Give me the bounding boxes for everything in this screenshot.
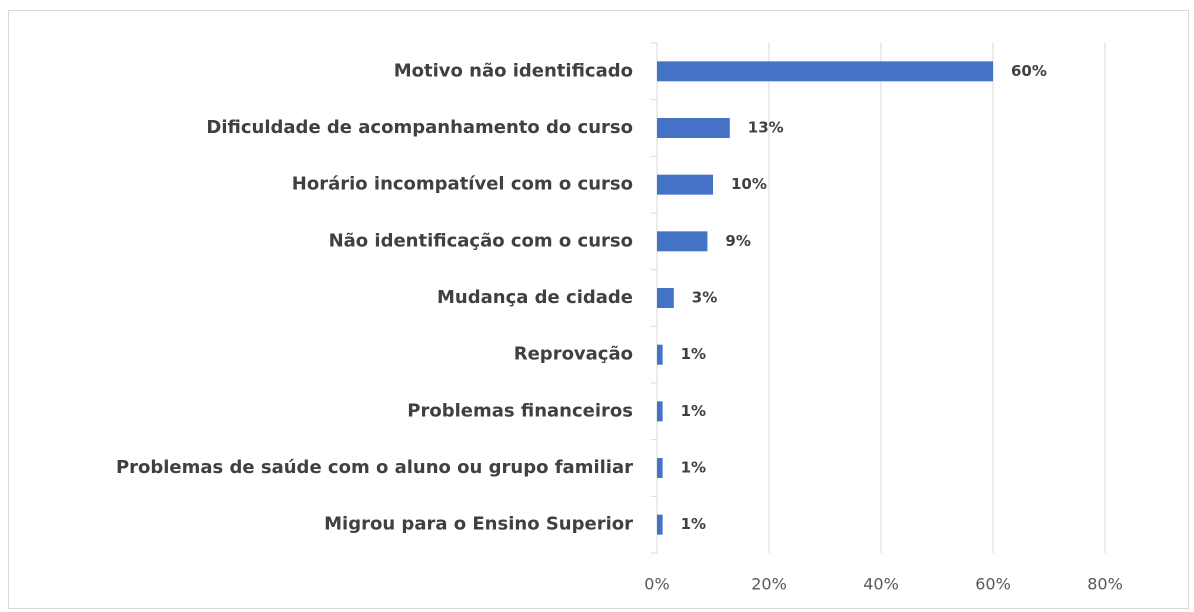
x-tick-label: 60% [975,575,1011,594]
value-label: 13% [748,119,784,137]
bar [657,118,730,138]
value-label: 9% [725,232,750,250]
bar [657,458,663,478]
category-label: Mudança de cidade [437,287,633,308]
category-label: Problemas de saúde com o aluno ou grupo … [116,457,633,478]
value-label: 1% [681,345,706,363]
category-label: Horário incompatível com o curso [292,174,633,195]
bar [657,174,713,195]
bar [657,344,663,365]
category-label: Migrou para o Ensino Superior [324,514,633,535]
bar [657,401,663,422]
value-label: 10% [731,175,767,193]
bar [657,514,663,535]
category-label: Problemas financeiros [407,400,633,421]
x-tick-label: 0% [644,575,669,594]
bar [657,231,708,252]
category-label: Reprovação [514,344,633,365]
x-tick-label: 20% [751,575,787,594]
value-label: 60% [1011,62,1047,80]
category-label: Dificuldade de acompanhamento do curso [206,117,633,138]
x-tick-label: 80% [1087,575,1123,594]
value-label: 1% [681,515,706,533]
category-label: Não identificação com o curso [329,230,633,251]
x-tick-label: 40% [863,575,899,594]
bar [657,61,993,82]
category-label: Motivo não identificado [394,60,633,81]
value-label: 3% [692,289,717,307]
value-label: 1% [681,402,706,420]
value-label: 1% [681,459,706,477]
bar [657,288,674,308]
chart-border [8,10,1189,609]
